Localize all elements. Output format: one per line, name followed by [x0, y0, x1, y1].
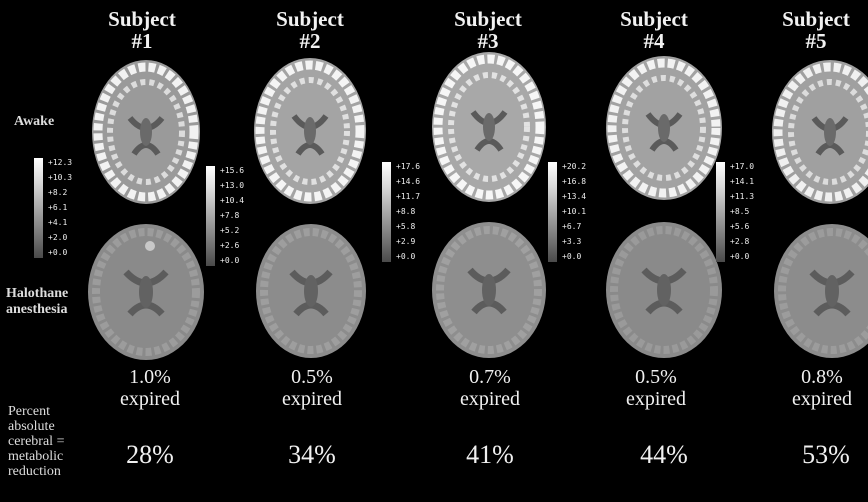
scale-tick: +3.3	[562, 237, 582, 246]
concentration-unit: expired	[120, 388, 180, 410]
scale-tick: +20.2	[562, 162, 587, 171]
scale-tick: +15.6	[220, 166, 245, 175]
scale-tick: +11.3	[730, 192, 755, 201]
subject-1-title: Subject #1	[82, 8, 202, 52]
concentration-value: 1.0%	[129, 366, 171, 388]
subject-1-number: #1	[131, 29, 153, 53]
scale-tick: +0.0	[48, 248, 68, 257]
scale-tick: +7.8	[220, 211, 240, 220]
scale-tick: +16.8	[562, 177, 587, 186]
row-label-awake: Awake	[14, 114, 55, 129]
subject-2-number: #2	[299, 29, 321, 53]
brain-scan-halothane-subject-2	[256, 224, 366, 358]
metric-label-line: reduction	[8, 464, 61, 479]
scale-gradient	[34, 158, 43, 258]
concentration-subject-4: 0.5% expired	[596, 366, 716, 410]
metric-label: Percent absolute cerebral = metabolic re…	[8, 404, 98, 479]
reduction-subject-3: 41%	[466, 440, 514, 469]
row-label-halothane-line1: Halothane	[6, 286, 69, 301]
scale-tick: +17.6	[396, 162, 421, 171]
scale-gradient	[206, 166, 215, 266]
scale-tick: +0.0	[220, 256, 240, 265]
metric-label-line: metabolic	[8, 449, 64, 464]
concentration-subject-1: 1.0% expired	[90, 366, 210, 410]
scale-tick: +13.0	[220, 181, 245, 190]
concentration-subject-3: 0.7% expired	[430, 366, 550, 410]
scale-tick: +17.0	[730, 162, 755, 171]
brain-scan-awake-subject-1	[92, 60, 200, 204]
subject-4-title: Subject #4	[594, 8, 714, 52]
scale-tick: +12.3	[48, 158, 73, 167]
scale-tick: +8.8	[396, 207, 416, 216]
subject-3-number: #3	[477, 29, 499, 53]
scale-tick: +4.1	[48, 218, 68, 227]
scale-tick: +6.1	[48, 203, 68, 212]
scale-tick: +10.3	[48, 173, 73, 182]
scale-tick: +5.8	[396, 222, 416, 231]
scale-tick: +2.6	[220, 241, 240, 250]
subject-4-title-word: Subject	[620, 7, 688, 31]
metric-label-line: Percent	[8, 404, 50, 419]
scale-tick: +0.0	[396, 252, 416, 261]
scale-tick: +5.2	[220, 226, 240, 235]
scale-tick: +10.1	[562, 207, 587, 216]
scale-tick: +2.9	[396, 237, 416, 246]
scale-tick: +11.7	[396, 192, 421, 201]
brain-scan-halothane-subject-5	[774, 224, 868, 358]
scale-tick: +14.6	[396, 177, 421, 186]
scale-tick: +2.8	[730, 237, 750, 246]
concentration-unit: expired	[792, 388, 852, 410]
concentration-subject-5: 0.8% expired	[762, 366, 868, 410]
subject-5-number: #5	[805, 29, 827, 53]
brain-scan-halothane-subject-1	[88, 224, 204, 360]
row-label-halothane-line2: anesthesia	[6, 302, 68, 317]
scale-tick: +6.7	[562, 222, 582, 231]
brain-scan-halothane-subject-4	[606, 222, 722, 358]
reduction-subject-5: 53%	[802, 440, 850, 469]
scale-gradient	[716, 162, 725, 262]
subject-5-title: Subject #5	[756, 8, 868, 52]
concentration-unit: expired	[626, 388, 686, 410]
concentration-value: 0.5%	[635, 366, 677, 388]
concentration-value: 0.8%	[801, 366, 843, 388]
scale-tick: +10.4	[220, 196, 245, 205]
subject-1-title-word: Subject	[108, 7, 176, 31]
row-label-halothane: Halothane anesthesia	[6, 286, 92, 318]
scale-tick: +8.5	[730, 207, 750, 216]
scale-tick: +2.0	[48, 233, 68, 242]
scale-tick: +8.2	[48, 188, 68, 197]
concentration-value: 0.5%	[291, 366, 333, 388]
scale-gradient	[382, 162, 391, 262]
subject-2-title-word: Subject	[276, 7, 344, 31]
subject-5-title-word: Subject	[782, 7, 850, 31]
reduction-subject-2: 34%	[288, 440, 336, 469]
concentration-subject-2: 0.5% expired	[252, 366, 372, 410]
brain-scan-halothane-subject-3	[432, 222, 546, 358]
metric-label-line: cerebral =	[8, 434, 65, 449]
reduction-subject-4: 44%	[640, 440, 688, 469]
scale-tick: +14.1	[730, 177, 755, 186]
brain-scan-awake-subject-2	[254, 58, 366, 204]
brain-scan-awake-subject-5	[772, 60, 868, 204]
concentration-value: 0.7%	[469, 366, 511, 388]
brain-scan-awake-subject-4	[606, 56, 722, 200]
reduction-subject-1: 28%	[126, 440, 174, 469]
subject-4-number: #4	[643, 29, 665, 53]
concentration-unit: expired	[282, 388, 342, 410]
scale-tick: +0.0	[562, 252, 582, 261]
scale-gradient	[548, 162, 557, 262]
subject-3-title-word: Subject	[454, 7, 522, 31]
scale-tick: +0.0	[730, 252, 750, 261]
scale-tick: +5.6	[730, 222, 750, 231]
brain-scan-awake-subject-3	[432, 52, 546, 202]
subject-2-title: Subject #2	[250, 8, 370, 52]
subject-3-title: Subject #3	[428, 8, 548, 52]
metric-label-line: absolute	[8, 419, 55, 434]
concentration-unit: expired	[460, 388, 520, 410]
scale-tick: +13.4	[562, 192, 587, 201]
